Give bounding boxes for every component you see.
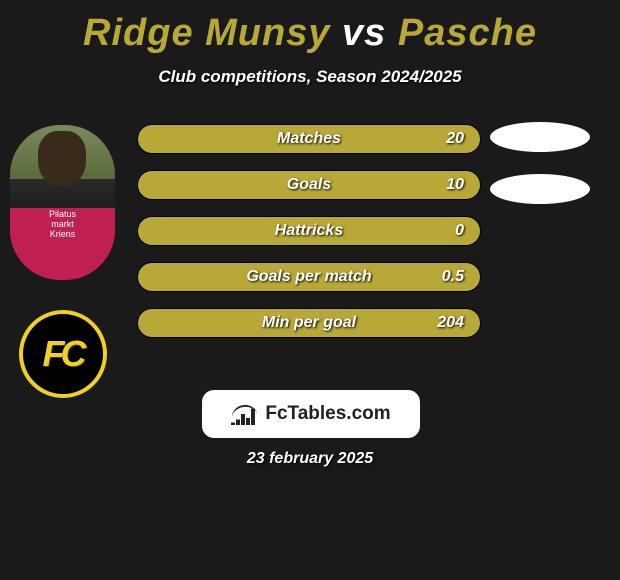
stat-bar-goals: Goals 10 <box>137 170 481 200</box>
subtitle: Club competitions, Season 2024/2025 <box>0 67 620 87</box>
stat-label: Hattricks <box>275 222 343 240</box>
stat-label: Goals <box>287 176 331 194</box>
stat-label: Matches <box>277 130 341 148</box>
opponent-badge-placeholder <box>490 174 590 204</box>
title-player1: Ridge Munsy <box>83 12 330 54</box>
stat-bar-matches: Matches 20 <box>137 124 481 154</box>
stat-value: 10 <box>446 176 464 194</box>
sponsor-line: Kriens <box>10 229 115 239</box>
sponsor-line: markt <box>10 219 115 229</box>
page-title: Ridge Munsy vs Pasche <box>0 0 620 55</box>
opponent-photo-placeholder <box>490 122 590 152</box>
site-name: FcTables.com <box>265 403 390 425</box>
site-logo: FcTables.com <box>202 390 420 438</box>
right-column <box>490 122 600 226</box>
club-badge-text: FC <box>43 333 83 375</box>
title-player2: Pasche <box>398 12 537 54</box>
stat-bar-hattricks: Hattricks 0 <box>137 216 481 246</box>
stat-label: Goals per match <box>246 268 371 286</box>
stat-label: Min per goal <box>262 314 356 332</box>
bar-chart-icon <box>231 403 259 425</box>
stats-bars: Matches 20 Goals 10 Hattricks 0 Goals pe… <box>137 124 481 354</box>
stat-value: 0.5 <box>442 268 464 286</box>
stat-value: 204 <box>437 314 464 332</box>
title-vs: vs <box>342 12 386 54</box>
player-shirt-sponsor: Pilatus markt Kriens <box>10 208 115 240</box>
date-label: 23 february 2025 <box>0 450 620 468</box>
stat-bar-min-per-goal: Min per goal 204 <box>137 308 481 338</box>
stat-bar-goals-per-match: Goals per match 0.5 <box>137 262 481 292</box>
stat-value: 0 <box>455 222 464 240</box>
stat-value: 20 <box>446 130 464 148</box>
sponsor-line: Pilatus <box>10 209 115 219</box>
left-column: Pilatus markt Kriens FC <box>10 125 115 398</box>
club-badge: FC <box>19 310 107 398</box>
player-photo: Pilatus markt Kriens <box>10 125 115 280</box>
